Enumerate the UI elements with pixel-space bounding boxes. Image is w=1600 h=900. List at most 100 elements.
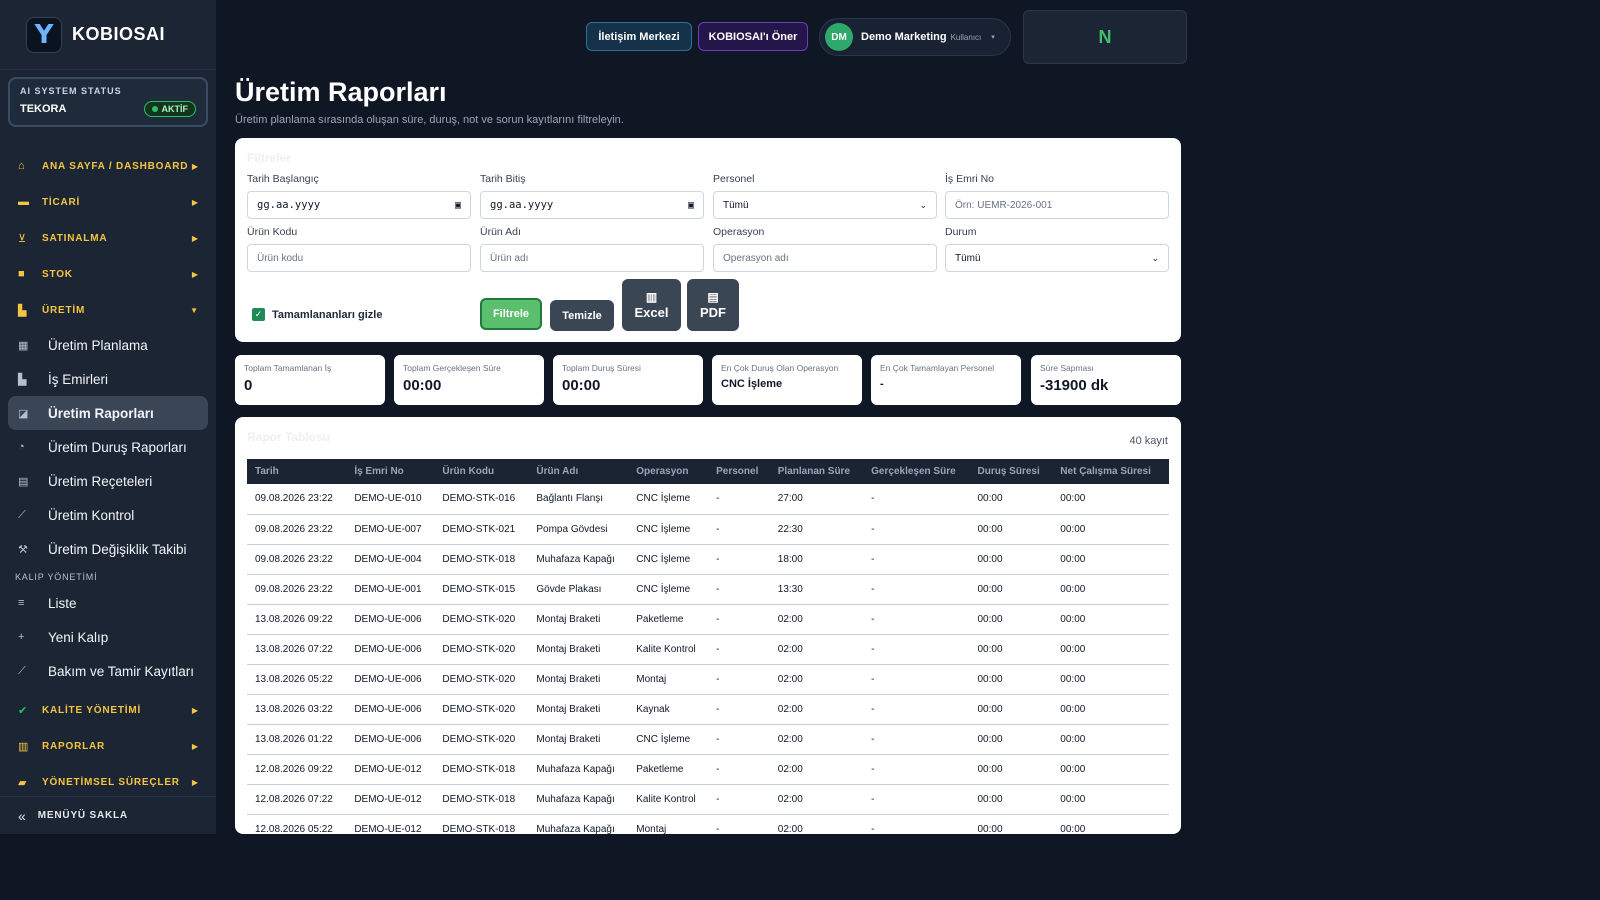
sidebar-item-receteler[interactable]: ▤ Üretim Reçeteleri <box>8 464 208 498</box>
table-row[interactable]: 12.08.2026 09:22 DEMO-UE-012 DEMO-STK-018 M… <box>247 754 1169 784</box>
clear-button[interactable]: Temizle <box>550 300 614 331</box>
status-badge: AKTİF <box>143 101 196 117</box>
filter-button[interactable]: Filtrele <box>480 298 542 330</box>
column-header[interactable]: İş Emri No <box>354 466 404 477</box>
table-cell: 09.08.2026 23:22 <box>255 583 333 595</box>
column-header[interactable]: Planlanan Süre <box>777 466 851 477</box>
sidebar-section-satinalma[interactable]: ⊻ SATINALMA ▶ <box>8 220 208 256</box>
table-row[interactable]: 13.08.2026 05:22 DEMO-UE-006 DEMO-STK-020 M… <box>247 664 1169 694</box>
hide-completed-checkbox[interactable]: ✓ <box>252 308 265 321</box>
column-header[interactable]: Ürün Adı <box>536 466 579 477</box>
sidebar-section-stok[interactable]: ■ STOK ▶ <box>8 256 208 292</box>
table-cell: DEMO-UE-012 <box>354 823 422 835</box>
table-row[interactable]: 12.08.2026 05:22 DEMO-UE-012 DEMO-STK-018 M… <box>247 814 1169 835</box>
column-header[interactable]: Tarih <box>255 466 279 477</box>
table-cell: 02:00 <box>777 733 803 745</box>
chevron-right-icon: ▶ <box>191 269 198 279</box>
hide-menu-button[interactable]: « MENÜYÜ SAKLA <box>0 796 216 834</box>
date-start-field: Tarih Başlangıç gg.aa.yyyy ▣ <box>247 173 471 219</box>
table-cell: 00:00 <box>1060 553 1086 565</box>
sidebar-item-uretim-kontrol[interactable]: ⟋ Üretim Kontrol <box>8 498 208 532</box>
table-cell: 00:00 <box>977 643 1003 655</box>
table-cell: 00:00 <box>977 703 1003 715</box>
sidebar-item-label: Bakım ve Tamir Kayıtları <box>48 663 195 679</box>
contact-center-button[interactable]: İletişim Merkezi <box>586 22 692 51</box>
column-header[interactable]: Duruş Süresi <box>977 466 1040 477</box>
sidebar-section-ticari[interactable]: ▬ TİCARİ ▶ <box>8 184 208 220</box>
table-header-row: Tarih İş Emri No Ürün Kodu Ürün Adı Operasyo… <box>247 459 1169 484</box>
product-name-input[interactable]: Ürün adı <box>480 244 704 272</box>
pdf-export-button[interactable]: ▤ PDF <box>687 279 739 331</box>
date-end-input[interactable]: gg.aa.yyyy ▣ <box>480 191 704 219</box>
sidebar-item-durus-raporlari[interactable]: ◔ Üretim Duruş Raporları <box>8 430 208 464</box>
table-cell: - <box>716 553 720 565</box>
column-header[interactable]: Gerçekleşen Süre <box>871 466 956 477</box>
user-name: Demo Marketing <box>861 31 947 43</box>
avatar: DM <box>825 23 853 51</box>
column-header[interactable]: Ürün Kodu <box>442 466 495 477</box>
table-cell: Be <box>1165 604 1169 634</box>
table-cell: - <box>871 553 875 565</box>
brand-name: KOBIOSAI <box>72 24 166 44</box>
sidebar-section-dashboard[interactable]: ⌂ ANA SAYFA / DASHBOARD ▶ <box>8 148 208 184</box>
product-code-input[interactable]: Ürün kodu <box>247 244 471 272</box>
sidebar-section-raporlar[interactable]: ▥ RAPORLAR ▶ <box>8 728 208 764</box>
table-cell: DEMO-STK-020 <box>442 673 516 685</box>
operation-input[interactable]: Operasyon adı <box>713 244 937 272</box>
spreadsheet-icon: ▥ <box>645 290 658 304</box>
table-cell: DEMO-STK-018 <box>442 553 516 565</box>
table-cell: DEMO-STK-018 <box>442 793 516 805</box>
table-row[interactable]: 09.08.2026 23:22 DEMO-UE-001 DEMO-STK-015 G… <box>247 574 1169 604</box>
n-widget[interactable]: N <box>1023 10 1187 64</box>
table-cell: 00:00 <box>977 823 1003 835</box>
table-cell: DEMO-UE-006 <box>354 613 422 625</box>
table-row[interactable]: 09.08.2026 23:22 DEMO-UE-010 DEMO-STK-016 B… <box>247 484 1169 514</box>
hide-completed-toggle[interactable]: ✓ Tamamlananları gizle <box>252 308 382 321</box>
table-cell: CNC İşleme <box>636 523 691 535</box>
personnel-select[interactable]: Tümü ⌄ <box>713 191 937 219</box>
table-row[interactable]: 13.08.2026 01:22 DEMO-UE-006 DEMO-STK-020 M… <box>247 724 1169 754</box>
sidebar-item-is-emirleri[interactable]: ▙ İş Emirleri <box>8 362 208 396</box>
table-row[interactable]: 09.08.2026 23:22 DEMO-UE-007 DEMO-STK-021 P… <box>247 514 1169 544</box>
sidebar-item-bakim-tamir[interactable]: ⟋ Bakım ve Tamir Kayıtları <box>8 654 208 688</box>
kpi-time-deviation: Süre Sapması -31900 dk <box>1031 355 1181 405</box>
table-cell: DEMO-UE-007 <box>354 523 422 535</box>
table-cell: Be <box>1165 724 1169 754</box>
column-header[interactable]: Operasyon <box>636 466 689 477</box>
column-header[interactable]: Personel <box>716 466 759 477</box>
chevron-right-icon: ▶ <box>191 777 198 787</box>
table-scroll-area[interactable]: Tarih İş Emri No Ürün Kodu Ürün Adı Operasyo… <box>247 459 1169 834</box>
chart-icon: ◪ <box>18 407 29 420</box>
table-row[interactable]: 13.08.2026 03:22 DEMO-UE-006 DEMO-STK-020 M… <box>247 694 1169 724</box>
table-row[interactable]: 13.08.2026 07:22 DEMO-UE-006 DEMO-STK-020 M… <box>247 634 1169 664</box>
sidebar-section-yonetimsel[interactable]: ▰ YÖNETİMSEL SÜREÇLER ▶ <box>8 764 208 800</box>
user-menu[interactable]: DM Demo Marketing Kullanıcı ▾ <box>819 18 1011 56</box>
sidebar-item-liste[interactable]: ≡ Liste <box>8 586 208 620</box>
table-cell: - <box>871 583 875 595</box>
work-order-input[interactable]: Örn: UEMR-2026-001 <box>945 191 1169 219</box>
kpi-label: Toplam Gerçekleşen Süre <box>403 363 501 373</box>
sidebar-section-kalite[interactable]: ✔ KALİTE YÖNETİMİ ▶ <box>8 692 208 728</box>
suggest-button[interactable]: KOBIOSAI'ı Öner <box>698 22 808 51</box>
sidebar-item-degisiklik-takibi[interactable]: ⚒ Üretim Değişiklik Takibi <box>8 532 208 566</box>
table-cell: CNC İşleme <box>636 493 691 505</box>
date-start-input[interactable]: gg.aa.yyyy ▣ <box>247 191 471 219</box>
table-cell: 02:00 <box>777 763 803 775</box>
column-header[interactable]: Du <box>1165 459 1169 484</box>
kpi-label: Toplam Duruş Süresi <box>562 363 641 373</box>
sidebar-item-uretim-raporlari[interactable]: ◪ Üretim Raporları <box>8 396 208 430</box>
kpi-value: - <box>880 378 884 390</box>
table-row[interactable]: 13.08.2026 09:22 DEMO-UE-006 DEMO-STK-020 M… <box>247 604 1169 634</box>
excel-export-button[interactable]: ▥ Excel <box>622 279 681 331</box>
table-row[interactable]: 09.08.2026 23:22 DEMO-UE-004 DEMO-STK-018 M… <box>247 544 1169 574</box>
calendar-icon[interactable]: ▣ <box>454 199 461 211</box>
table-cell: Paketleme <box>636 763 684 775</box>
calendar-icon[interactable]: ▣ <box>687 199 694 211</box>
brand[interactable]: Y KOBIOSAI <box>0 0 216 70</box>
sidebar-section-uretim[interactable]: ▙ ÜRETİM ▼ <box>8 292 208 328</box>
table-row[interactable]: 12.08.2026 07:22 DEMO-UE-012 DEMO-STK-018 M… <box>247 784 1169 814</box>
column-header[interactable]: Net Çalışma Süresi <box>1060 466 1151 477</box>
status-select[interactable]: Tümü ⌄ <box>945 244 1169 272</box>
sidebar-item-yeni-kalip[interactable]: + Yeni Kalıp <box>8 620 208 654</box>
sidebar-item-uretim-planlama[interactable]: ▦ Üretim Planlama <box>8 328 208 362</box>
